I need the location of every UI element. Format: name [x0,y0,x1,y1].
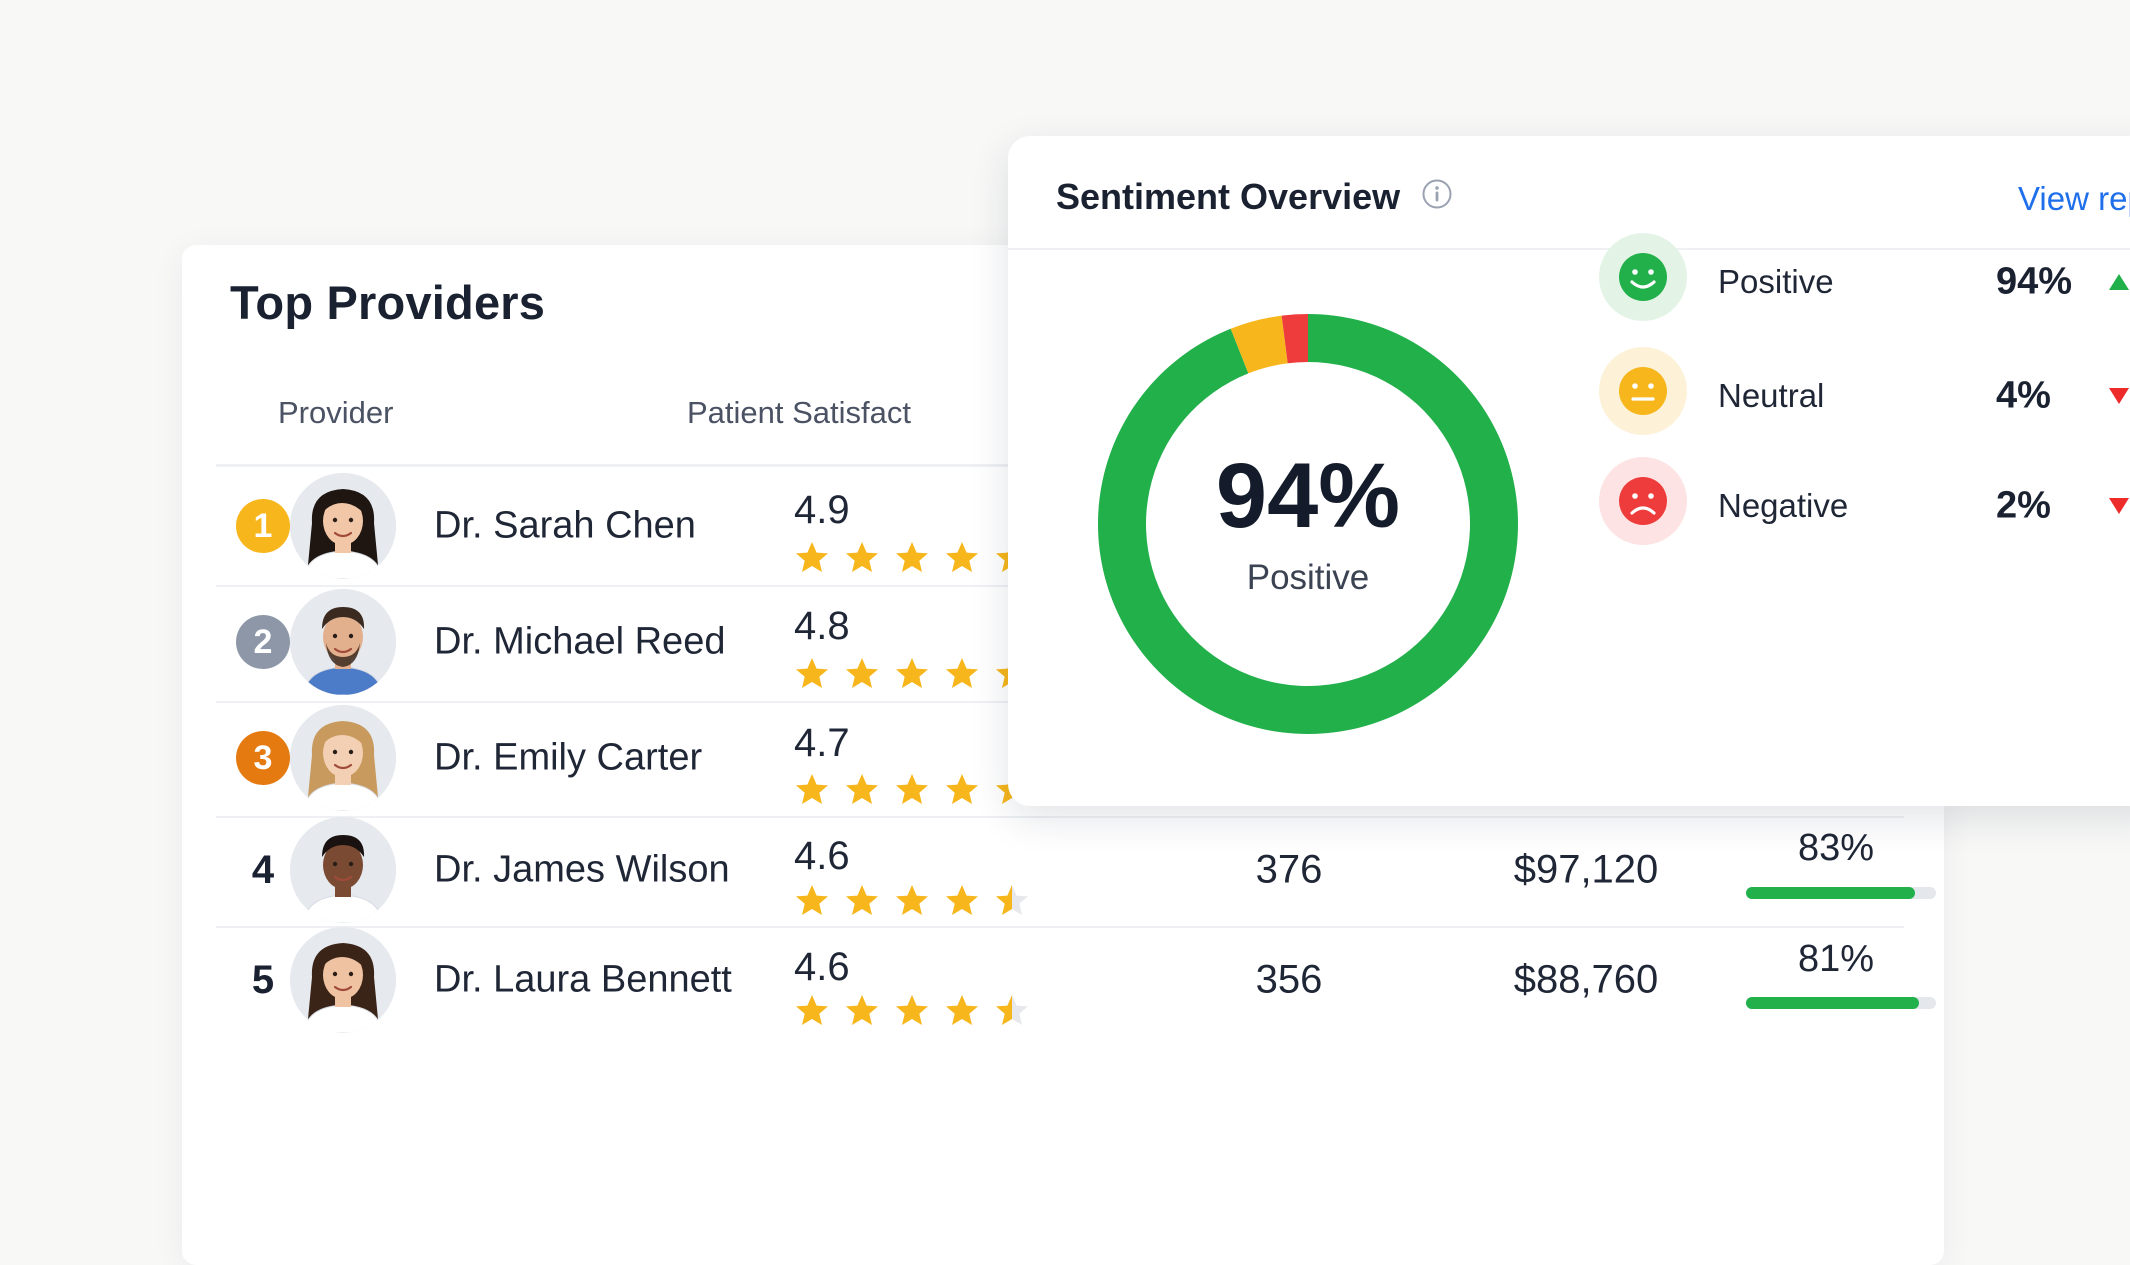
star-icon [944,883,980,917]
percent-value: 81% [1797,938,1875,981]
revenue-value: $97,120 [1513,847,1659,892]
star-icon [894,883,930,917]
star-icon [994,993,1030,1027]
star-icon [944,772,980,806]
star-icon [794,993,830,1027]
star-rating [794,993,1030,1027]
star-icon [794,656,830,690]
provider-row[interactable]: 4 Dr. James Wilson 4.6 376 $97,120 83% [216,814,1936,928]
view-report-link[interactable]: View rep [2018,180,2130,217]
legend-percent: 2% [1996,484,2051,527]
star-rating [794,883,1030,917]
percent-value: 83% [1797,827,1875,870]
legend-label: Negative [1718,487,1849,524]
donut-slice-neutral[interactable] [1230,315,1288,374]
star-icon [844,540,880,574]
rank-badge: 4 [251,848,275,892]
progress-bar [1746,886,1936,899]
legend-percent: 94% [1996,260,2073,303]
progress-bar [1746,996,1936,1009]
sentiment-overview-card: Sentiment Overview View rep 94% Positive… [1008,136,2130,806]
donut-slice-negative[interactable] [1281,314,1308,364]
neutral-face-icon [1599,347,1687,435]
provider-name[interactable]: Dr. Michael Reed [434,620,726,663]
smile-face-icon [1599,233,1687,321]
rank-badge: 1 [236,499,290,553]
revenue-value: $88,760 [1513,957,1659,1002]
star-icon [894,993,930,1027]
star-icon [844,993,880,1027]
star-icon [944,540,980,574]
info-icon[interactable] [1421,178,1453,210]
legend-label: Neutral [1718,377,1825,414]
avatar [290,473,396,579]
star-icon [844,656,880,690]
legend-percent: 4% [1996,374,2051,417]
star-icon [944,993,980,1027]
star-icon [894,772,930,806]
providers-title: Top Providers [230,276,546,329]
provider-row[interactable]: 2 Dr. Michael Reed 4.8 [216,583,1904,703]
sentiment-donut-chart [1098,314,1518,734]
trend-down-icon [2109,498,2129,514]
star-rating [794,656,1030,690]
sentiment-title: Sentiment Overview [1056,176,1401,217]
star-icon [794,540,830,574]
star-icon [894,656,930,690]
star-rating [794,772,1030,806]
column-header-provider[interactable]: Provider [278,395,394,430]
legend-label: Positive [1718,263,1834,300]
column-header-satisfaction[interactable]: Patient Satisfact [687,395,912,430]
star-icon [844,772,880,806]
rating-value: 4.8 [794,604,850,649]
rating-value: 4.6 [794,944,850,989]
appointments-count: 356 [1255,957,1323,1002]
sentiment-divider [1008,248,2130,250]
avatar [290,589,396,695]
progress-bar-fill [1746,886,1916,899]
sad-face-icon [1599,457,1687,545]
star-icon [794,883,830,917]
rating-value: 4.9 [794,488,850,533]
donut-slice-positive[interactable] [1098,314,1518,734]
legend-item-neutral[interactable]: Neutral 4% [1598,346,2130,446]
star-icon [794,772,830,806]
avatar [290,705,396,811]
rank-badge: 3 [236,731,290,785]
provider-name[interactable]: Dr. Laura Bennett [434,958,732,1001]
legend-item-negative[interactable]: Negative 2% [1598,456,2130,556]
rating-value: 4.7 [794,720,850,765]
provider-row[interactable]: 5 Dr. Laura Bennett 4.6 356 $88,760 81% [216,925,1936,1035]
rating-value: 4.6 [794,834,850,879]
star-icon [894,540,930,574]
legend-item-positive[interactable]: Positive 94% [1598,232,2130,332]
progress-bar-fill [1746,996,1919,1009]
star-rating [794,540,1030,574]
appointments-count: 376 [1255,847,1323,892]
star-icon [944,656,980,690]
provider-name[interactable]: Dr. Emily Carter [434,736,703,779]
avatar [290,927,396,1033]
provider-name[interactable]: Dr. James Wilson [434,848,730,891]
rank-badge: 2 [236,615,290,669]
avatar [290,817,396,923]
provider-name[interactable]: Dr. Sarah Chen [434,504,696,547]
star-icon [844,883,880,917]
trend-up-icon [2109,274,2129,290]
trend-down-icon [2109,388,2129,404]
rank-badge: 5 [251,958,275,1002]
star-icon [994,883,1030,917]
